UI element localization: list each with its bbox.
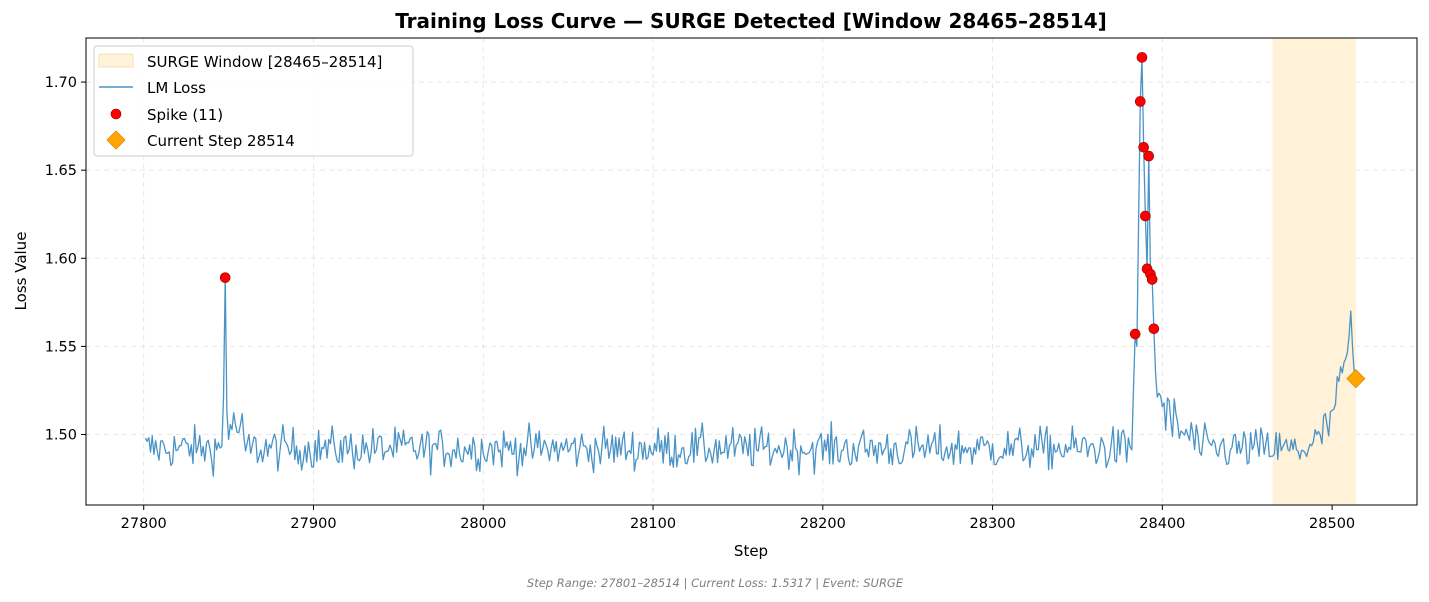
y-tick-label: 1.50 — [45, 428, 77, 444]
legend-spike-marker — [110, 108, 122, 120]
legend-spike-label: Spike (11) — [147, 106, 223, 124]
x-tick-label: 28500 — [1309, 516, 1355, 532]
y-tick-label: 1.65 — [45, 163, 77, 179]
spike-marker — [1143, 150, 1155, 162]
x-tick-label: 28300 — [970, 516, 1016, 532]
legend-surge-swatch — [98, 53, 134, 68]
legend-current-marker — [106, 130, 126, 150]
spike-marker — [219, 272, 231, 283]
y-axis-label: Loss Value — [12, 232, 30, 311]
spike-marker — [1129, 328, 1141, 340]
y-tick-label: 1.55 — [45, 339, 77, 355]
spike-marker — [1146, 274, 1158, 285]
legend-frame — [93, 45, 414, 157]
legend: SURGE Window [28465–28514] LM Loss Spike… — [93, 45, 414, 157]
x-axis-label: Step — [734, 542, 768, 560]
x-tick-label: 28100 — [630, 516, 676, 532]
chart-title: Training Loss Curve — SURGE Detected [Wi… — [395, 9, 1107, 33]
legend-surge-label: SURGE Window [28465–28514] — [147, 53, 382, 71]
x-tick-label: 28000 — [460, 516, 506, 532]
spike-marker — [1134, 96, 1146, 107]
spike-marker — [1136, 52, 1148, 63]
legend-loss-label: LM Loss — [147, 79, 206, 97]
surge-window-band — [1272, 38, 1356, 505]
x-tick-label: 27900 — [290, 516, 336, 532]
legend-current-label: Current Step 28514 — [147, 132, 295, 150]
current-step-marker — [1346, 369, 1366, 389]
y-tick-label: 1.70 — [45, 75, 77, 91]
x-tick-label: 28400 — [1139, 516, 1185, 532]
x-tick-label: 28200 — [800, 516, 846, 532]
footer-caption: Step Range: 27801–28514 | Current Loss: … — [527, 576, 904, 590]
y-tick-label: 1.60 — [45, 251, 77, 267]
spike-marker — [1148, 323, 1160, 335]
spike-marker — [1138, 141, 1149, 153]
plot-frame — [85, 37, 1418, 506]
x-tick-label: 27800 — [121, 516, 167, 532]
lm-loss-line — [144, 56, 1357, 477]
spike-marker — [1140, 210, 1151, 222]
